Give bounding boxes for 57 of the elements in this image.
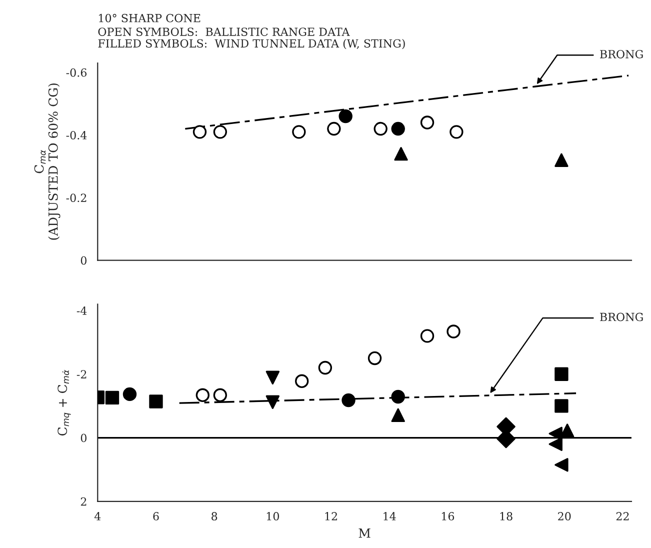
- point: [554, 399, 568, 413]
- point: [374, 122, 388, 136]
- point: [420, 116, 434, 130]
- point: [548, 437, 562, 451]
- point: [450, 125, 464, 139]
- point: [391, 408, 405, 422]
- point: [391, 390, 405, 404]
- x-tick-label: 22: [616, 512, 629, 520]
- y-tick-label: -0.2: [66, 194, 86, 202]
- x-tick-label: 14: [384, 512, 396, 520]
- x-tick-label: 10: [266, 512, 280, 520]
- y-tick-label: 0: [80, 434, 86, 442]
- point: [338, 109, 352, 124]
- point: [105, 390, 120, 405]
- point: [560, 424, 574, 438]
- annotation: BRONG: [600, 312, 643, 322]
- x-tick-label: 12: [325, 512, 337, 520]
- point: [192, 125, 207, 139]
- point: [554, 153, 568, 167]
- point: [294, 374, 309, 388]
- point: [149, 394, 163, 408]
- point: [548, 426, 562, 440]
- point: [266, 395, 280, 409]
- point: [420, 329, 434, 343]
- y-tick-label: -2: [76, 370, 86, 378]
- point: [327, 122, 341, 136]
- y-tick-label: -0.6: [66, 68, 87, 77]
- x-tick-label: 16: [442, 512, 454, 520]
- y-tick-label: 0: [80, 256, 86, 265]
- point: [394, 146, 408, 161]
- point: [122, 387, 137, 402]
- annotation: BRONG: [600, 50, 643, 58]
- chart-title: 10° SHARP CONE: [99, 14, 200, 22]
- x-tick-label: 4: [94, 512, 101, 520]
- y-tick-label: -0.4: [66, 131, 87, 140]
- point: [554, 458, 568, 472]
- chart-subtitle: OPEN SYMBOLS: BALLISTIC RANGE DATA FILLED SYMBOLS: WIND TUNNEL DATA (W, STING): [98, 28, 405, 50]
- x-tick-label: 6: [153, 512, 159, 520]
- point: [446, 324, 460, 338]
- y-axis-title: C$_{mα}$ (ADJUSTED TO 60% CG): [34, 84, 60, 240]
- point: [318, 360, 332, 375]
- y-tick-label: -4: [76, 306, 87, 315]
- point: [342, 393, 356, 408]
- point: [391, 122, 405, 136]
- point: [213, 388, 228, 402]
- point: [368, 351, 382, 366]
- point: [266, 370, 280, 384]
- y-axis-title: C$_{mq}$ + C$_{mα̇}$: [58, 370, 71, 436]
- x-tick-label: 8: [212, 512, 218, 520]
- point: [213, 125, 228, 139]
- x-axis-title: M: [358, 528, 370, 538]
- point: [554, 367, 568, 381]
- x-tick-label: 20: [558, 512, 571, 520]
- y-tick-label: 2: [80, 497, 86, 506]
- x-tick-label: 18: [500, 512, 512, 520]
- point: [292, 125, 306, 139]
- point: [196, 388, 210, 402]
